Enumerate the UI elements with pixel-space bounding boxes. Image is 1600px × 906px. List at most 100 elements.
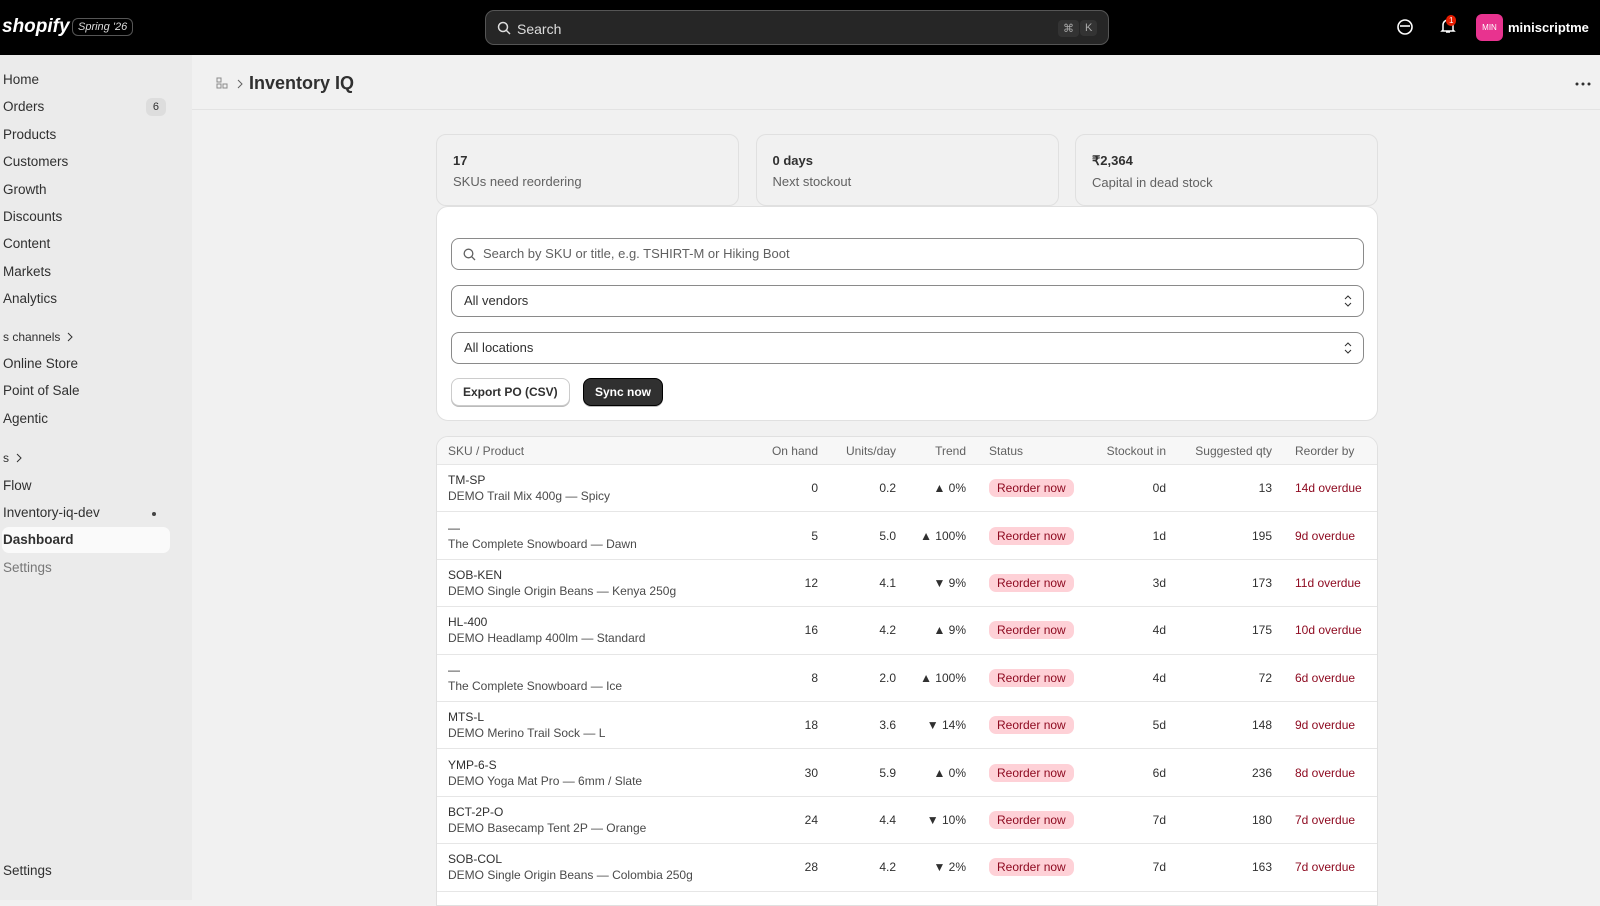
nav-item[interactable]: Analytics <box>3 291 58 307</box>
units-per-day: 2.0 <box>879 670 896 685</box>
global-search[interactable]: Search ⌘ K <box>485 10 1109 45</box>
table-row[interactable]: MTS-L DEMO Merino Trail Sock — L 18 3.6 ▼ 14… <box>437 702 1377 750</box>
reorder-by: 7d overdue <box>1295 860 1356 875</box>
on-hand: 16 <box>804 623 818 638</box>
units-per-day: 5.0 <box>879 528 896 543</box>
status-badge: Reorder now <box>989 479 1074 498</box>
nav-item[interactable]: Content <box>3 236 51 252</box>
table-row[interactable]: HL-400 DEMO Headlamp 400lm — Standard 16 4.… <box>437 607 1377 655</box>
section-heading[interactable]: s channels <box>2 324 74 350</box>
on-hand: 5 <box>811 528 818 543</box>
nav-item[interactable]: Flow <box>3 477 32 493</box>
status-cell: Reorder now <box>966 479 1090 498</box>
export-button[interactable]: Export PO (CSV) <box>451 378 570 406</box>
nav-item[interactable]: Products <box>3 126 57 142</box>
on-hand: 0 <box>811 481 818 496</box>
suggested-qty: 195 <box>1251 528 1272 543</box>
stat-value: 0 days <box>772 153 813 168</box>
more-actions[interactable] <box>1575 82 1591 86</box>
table-row[interactable]: SOB-COL DEMO Single Origin Beans — Colomb… <box>437 844 1377 892</box>
sku: TM-SP <box>448 473 486 488</box>
pin-dot <box>152 512 156 516</box>
nav-item[interactable]: Orders 6 <box>2 94 170 120</box>
status-badge: Reorder now <box>989 573 1074 592</box>
sku-cell: HL-400 DEMO Headlamp 400lm — Standard <box>448 614 756 646</box>
nav-item[interactable]: Home <box>3 72 40 87</box>
nav-item[interactable]: Discounts <box>3 209 63 224</box>
page-title: Inventory IQ <box>249 73 355 93</box>
nav-item[interactable]: Settings <box>3 863 52 878</box>
table-row[interactable]: TM-SP DEMO Trail Mix 400g — Spicy 0 0.2 ▲ 0%… <box>437 465 1377 513</box>
suggested-qty: 163 <box>1251 860 1272 875</box>
reorder-by: 14d overdue <box>1295 481 1362 496</box>
column-header: Suggested qty <box>1195 443 1272 458</box>
units-per-day: 4.2 <box>879 860 896 875</box>
reorder-by: 11d overdue <box>1295 575 1361 590</box>
sku: SOB-COL <box>448 852 503 867</box>
nav-item[interactable]: Agentic <box>3 410 49 426</box>
nav-item[interactable]: Markets <box>3 263 52 279</box>
status-cell: Reorder now <box>966 810 1090 829</box>
nav-item[interactable]: Point of Sale <box>3 383 80 399</box>
inventory-table: SKU / Product On hand Units/day Trend Status… <box>436 436 1378 906</box>
sku-search[interactable]: Search by SKU or title, e.g. TSHIRT-M or… <box>451 238 1364 270</box>
trend: ▼ 10% <box>926 812 966 827</box>
suggested-qty: 236 <box>1251 765 1272 780</box>
select-arrows <box>1344 295 1352 307</box>
store-name[interactable]: miniscriptme <box>1508 20 1589 35</box>
app-icon <box>216 77 228 89</box>
stockout-in: 5d <box>1152 718 1166 733</box>
suggested-qty: 13 <box>1258 481 1272 496</box>
status-cell: Reorder now <box>966 668 1090 687</box>
table-header: SKU / Product On hand Units/day Trend Status… <box>437 437 1377 465</box>
status-badge: Reorder now <box>989 668 1074 687</box>
on-hand: 12 <box>804 575 818 590</box>
table-row[interactable]: SOB-KEN DEMO Single Origin Beans — Kenya … <box>437 560 1377 608</box>
table-row[interactable]: — The Complete Snowboard — Dawn 5 5.0 ▲ 100%… <box>437 512 1377 560</box>
stat-label: Capital in dead stock <box>1092 175 1213 190</box>
trend: ▼ 9% <box>933 575 966 590</box>
nav-item[interactable]: Inventory-iq-dev <box>2 500 170 526</box>
table-row[interactable]: BCT-2P-O DEMO Basecamp Tent 2P — Orange 24… <box>437 797 1377 845</box>
column-header: Trend <box>935 443 966 458</box>
vendor-value: All vendors <box>464 293 529 308</box>
stat-value: ₹2,364 <box>1092 153 1133 168</box>
status-badge: Reorder now <box>989 858 1074 877</box>
sku-cell: BCT-2P-O DEMO Basecamp Tent 2P — Orange <box>448 804 756 836</box>
nav-item[interactable]: Growth <box>3 181 47 197</box>
sku: SOB-KEN <box>448 567 503 582</box>
product-title: The Complete Snowboard — Dawn <box>448 536 637 551</box>
sku: MTS-L <box>448 710 484 725</box>
suggested-qty: 175 <box>1251 623 1272 638</box>
sync-button[interactable]: Sync now <box>583 378 664 406</box>
suggested-qty: 148 <box>1251 718 1272 733</box>
units-per-day: 4.4 <box>879 812 896 827</box>
sku: HL-400 <box>448 615 488 630</box>
vendor-select[interactable]: All vendors <box>451 285 1364 317</box>
section-heading[interactable]: s <box>2 445 23 471</box>
nav-item[interactable]: Settings <box>3 559 52 575</box>
edition-badge: Spring '26 <box>72 18 134 36</box>
location-select[interactable]: All locations <box>451 332 1364 364</box>
status-cell: Reorder now <box>966 763 1090 782</box>
reorder-by: 7d overdue <box>1295 812 1356 827</box>
nav-item[interactable]: Dashboard <box>2 527 170 554</box>
apps-icon[interactable] <box>1396 18 1414 36</box>
nav-item[interactable]: Online Store <box>3 356 79 371</box>
status-badge: Reorder now <box>989 621 1074 640</box>
sku-cell: MTS-L DEMO Merino Trail Sock — L <box>448 709 756 741</box>
avatar[interactable]: MIN <box>1476 14 1503 41</box>
nav-item[interactable]: Customers <box>3 154 69 170</box>
stat-label: SKUs need reordering <box>453 174 582 189</box>
product-title: DEMO Headlamp 400lm — Standard <box>448 631 646 646</box>
sku: — <box>448 520 460 535</box>
units-per-day: 4.2 <box>879 623 896 638</box>
suggested-qty: 180 <box>1251 812 1272 827</box>
table-row[interactable]: — The Complete Snowboard — Ice 8 2.0 ▲ 100% R… <box>437 655 1377 702</box>
status-badge: Reorder now <box>989 716 1074 735</box>
logo[interactable]: shopify <box>2 16 70 37</box>
table-row[interactable]: YMP-6-S DEMO Yoga Mat Pro — 6mm / Slate 30… <box>437 749 1377 797</box>
column-header: SKU / Product <box>448 443 525 458</box>
status-cell: Reorder now <box>966 621 1090 640</box>
